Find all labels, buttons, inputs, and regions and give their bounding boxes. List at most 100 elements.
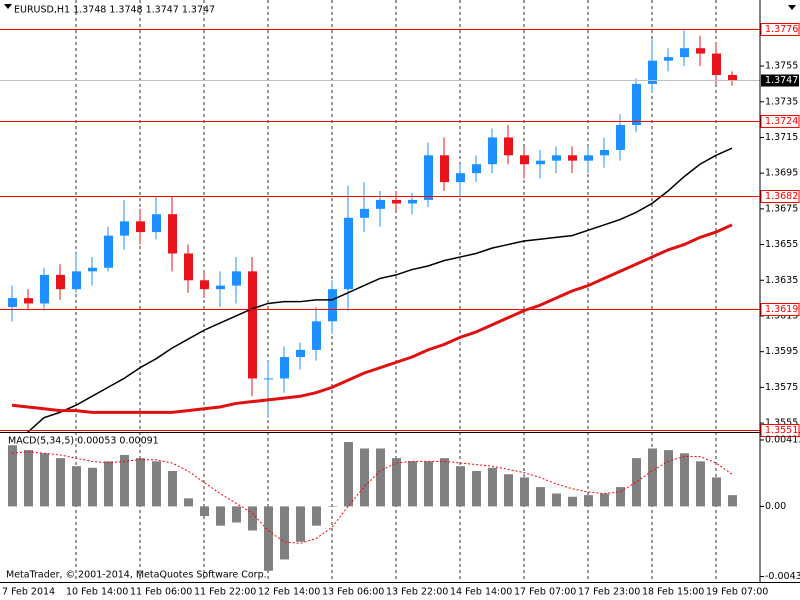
x-tick-label: 19 Feb 07:00 (706, 587, 768, 598)
macd-bar (344, 442, 353, 507)
candle-body (424, 155, 433, 200)
candle-body (360, 208, 369, 218)
candle-body (600, 149, 609, 156)
macd-bar (104, 461, 113, 507)
candle-body (520, 155, 529, 165)
candle-body (72, 271, 81, 290)
level-label-box (760, 303, 800, 316)
macd-bar (536, 487, 545, 507)
last-price-box (761, 74, 799, 87)
macd-bar (600, 493, 609, 507)
candle-body (152, 214, 161, 233)
candle-body (376, 199, 385, 209)
candle-body (248, 271, 257, 379)
level-label: 1.3682 (765, 191, 798, 202)
macd-bar (520, 477, 529, 507)
macd-bar (360, 448, 369, 507)
candle-body (56, 274, 65, 290)
price-panel (8, 30, 737, 432)
candle-body (664, 57, 673, 61)
x-tick-label: 7 Feb 2014 (2, 587, 55, 598)
candle-body (40, 274, 49, 304)
macd-bar (712, 477, 721, 507)
candle-body (456, 173, 465, 183)
macd-bar (568, 496, 577, 507)
candle-body (392, 199, 401, 204)
macd-bar (424, 461, 433, 507)
candle-body (216, 285, 225, 290)
candle-body (632, 83, 641, 125)
candle-body (536, 160, 545, 165)
macd-bar (392, 458, 401, 507)
candle-body (264, 378, 273, 380)
candle-body (696, 48, 705, 54)
macd-bar (376, 448, 385, 507)
candle-body (168, 214, 177, 254)
x-tick-label: 14 Feb 14:00 (450, 587, 512, 598)
macd-bar (8, 445, 17, 507)
level-label: 1.3724 (765, 116, 798, 127)
x-tick-label: 17 Feb 23:00 (578, 587, 640, 598)
candle-body (680, 48, 689, 58)
candle-body (232, 271, 241, 286)
y-tick-label: 0.00413 (765, 434, 800, 445)
indicator-title: MACD(5,34,5) 0.00053 0.00091 (8, 436, 159, 447)
macd-bar (24, 450, 33, 507)
candle-body (584, 155, 593, 161)
macd-panel (8, 442, 737, 571)
y-tick-label: 1.3735 (765, 96, 798, 107)
y-tick-label: 1.3635 (765, 275, 798, 286)
macd-bar (184, 498, 193, 507)
x-tick-label: 18 Feb 15:00 (642, 587, 704, 598)
macd-bar (88, 467, 97, 507)
level-label: 1.3551 (765, 425, 798, 436)
macd-bar (408, 461, 417, 507)
candle-body (440, 155, 449, 183)
candle-body (296, 349, 305, 358)
macd-bar (552, 493, 561, 507)
candle-body (312, 321, 321, 350)
signal-line (11, 451, 733, 544)
candle-body (24, 298, 33, 304)
candle-body (8, 298, 17, 308)
candle-body (552, 155, 561, 161)
macd-bar (280, 506, 289, 560)
macd-bar (680, 453, 689, 507)
shift-arrow (788, 5, 796, 10)
candle-body (472, 164, 481, 174)
candle-body (136, 221, 145, 233)
y-tick-label: 0.00 (765, 501, 786, 512)
y-tick-label: 1.3695 (765, 168, 798, 179)
macd-bar (152, 461, 161, 507)
x-tick-label: 11 Feb 22:00 (194, 587, 256, 598)
candle-body (120, 221, 129, 236)
candle-body (408, 199, 417, 204)
y-tick-label: 1.3755 (765, 61, 798, 72)
macd-bar (232, 506, 241, 523)
macd-bar (728, 495, 737, 507)
y-tick-label: 1.3555 (765, 418, 798, 429)
menu-arrow (4, 4, 12, 9)
x-tick-label: 17 Feb 07:00 (514, 587, 576, 598)
y-tick-label: 1.3595 (765, 346, 798, 357)
y-tick-label: 1.3715 (765, 132, 798, 143)
level-label: 1.3776 (765, 24, 798, 35)
macd-bar (504, 474, 513, 507)
macd-bar (72, 466, 81, 507)
candle-body (616, 124, 625, 150)
x-tick-label: 11 Feb 06:00 (130, 587, 192, 598)
moving-average (11, 223, 733, 414)
macd-bar (168, 471, 177, 507)
level-label-box (760, 23, 800, 36)
y-tick-label: 1.3655 (765, 239, 798, 250)
macd-bar (200, 506, 209, 517)
macd-bar (440, 458, 449, 507)
macd-bar (488, 467, 497, 507)
macd-bar (136, 458, 145, 507)
candle-body (280, 357, 289, 379)
macd-bar (56, 458, 65, 507)
macd-bar (248, 506, 257, 531)
chart-title: EURUSD,H1 1.3748 1.3748 1.3747 1.3747 (14, 5, 215, 16)
